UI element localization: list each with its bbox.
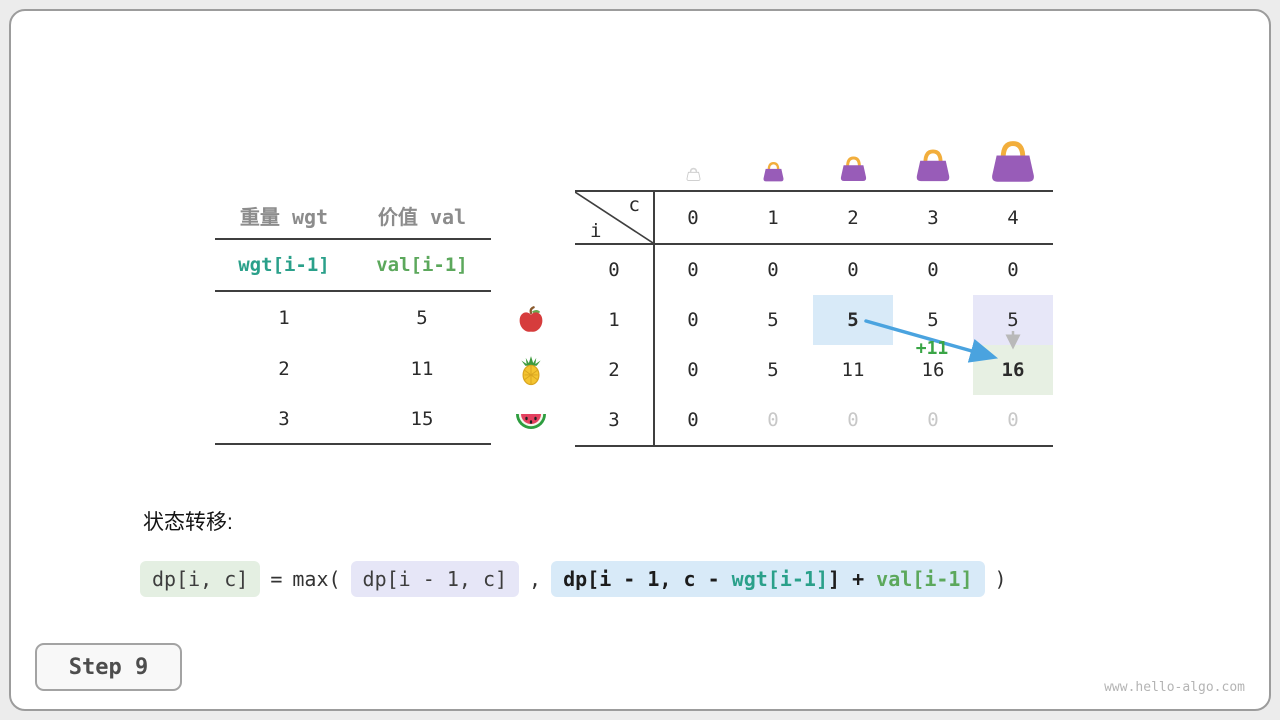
dp-cell: 11 — [841, 359, 865, 381]
dp-col-header: 4 — [1007, 206, 1019, 229]
formula-max-open: max( — [292, 567, 341, 591]
watermark: www.hello-algo.com — [1104, 680, 1245, 695]
wgt-var-label: wgt[i-1] — [238, 254, 330, 276]
dp-row: 3 0 0 0 0 0 — [575, 395, 1053, 445]
formula-arg2-wgt: wgt[i-1] — [731, 567, 828, 591]
formula-arg2: dp[i - 1, c - wgt[i-1]] + val[i-1] — [551, 561, 985, 597]
items-col-value-header: 价值 val — [377, 205, 467, 229]
dp-row-label: 3 — [608, 409, 620, 431]
item-value: 5 — [416, 306, 428, 329]
dp-cell: 0 — [847, 409, 859, 431]
dp-cell-source-highlight: 5 — [813, 295, 893, 345]
bag-icon-4 — [989, 139, 1037, 183]
formula-arg2-prefix: dp[i - 1, c - — [563, 567, 732, 591]
dp-cell-above-highlight: 5 — [973, 295, 1053, 345]
dp-table-body: 0 0 0 0 0 0 1 0 5 5 5 5 2 0 5 11 16 16 3… — [575, 245, 1053, 447]
formula-arg1: dp[i - 1, c] — [350, 561, 520, 597]
items-table-row: 1 5 — [215, 292, 491, 343]
dp-col-header: 0 — [687, 206, 699, 229]
val-var-label: val[i-1] — [376, 254, 468, 276]
item-value: 15 — [410, 407, 434, 430]
item-weight: 3 — [278, 407, 290, 430]
dp-col-header: 2 — [847, 206, 859, 229]
items-col-weight-header: 重量 wgt — [239, 205, 329, 229]
dp-col-header: 3 — [927, 206, 939, 229]
dp-col-header: 1 — [767, 206, 779, 229]
dp-cell: 5 — [767, 359, 779, 381]
dp-row: 2 0 5 11 16 16 — [575, 345, 1053, 395]
formula-arg2-middle: ] + — [828, 567, 877, 591]
items-table-row: 2 11 — [215, 343, 491, 394]
bag-icon-1 — [762, 161, 785, 182]
items-table-var-row: wgt[i-1] val[i-1] — [215, 240, 491, 292]
items-table-row: 3 15 — [215, 394, 491, 445]
dp-cell: 0 — [687, 409, 699, 431]
dp-row-label: 0 — [608, 259, 620, 281]
dp-cell: 0 — [687, 259, 699, 281]
item-weight: 1 — [278, 306, 290, 329]
formula-comma: , — [529, 567, 542, 591]
transition-formula: dp[i, c] = max( dp[i - 1, c] , dp[i - 1,… — [140, 561, 1007, 597]
item-weight: 2 — [278, 357, 290, 380]
items-table-header: 重量 wgt 价值 val — [215, 193, 491, 240]
items-table: 重量 wgt 价值 val wgt[i-1] val[i-1] 1 5 2 11… — [215, 193, 491, 445]
dp-cell: 0 — [1007, 259, 1019, 281]
dp-cell: 0 — [927, 259, 939, 281]
bag-icon-2 — [839, 155, 868, 182]
dp-cell: 0 — [847, 259, 859, 281]
dp-corner-cell: c i — [575, 192, 653, 243]
dp-cell: 0 — [687, 359, 699, 381]
apple-icon — [517, 306, 545, 334]
dp-cell: 0 — [687, 309, 699, 331]
dp-cell-current-highlight: 16 — [973, 345, 1053, 395]
watermelon-icon — [514, 407, 548, 435]
dp-cell: 16 — [921, 359, 945, 381]
dp-row-label: 2 — [608, 359, 620, 381]
bag-icon-empty — [686, 167, 701, 181]
bag-icon-3 — [914, 148, 952, 182]
dp-cell: 0 — [767, 409, 779, 431]
dp-cell: 0 — [927, 409, 939, 431]
pineapple-icon — [517, 356, 545, 386]
corner-col-var: c — [628, 194, 640, 216]
dp-cell: 5 — [767, 309, 779, 331]
transition-annotation: +11 — [915, 338, 949, 359]
dp-row: 0 0 0 0 0 0 — [575, 245, 1053, 295]
corner-row-var: i — [590, 220, 602, 242]
formula-lhs: dp[i, c] — [140, 561, 261, 597]
dp-row-label: 1 — [608, 309, 620, 331]
dp-cell: 0 — [1007, 409, 1019, 431]
item-value: 11 — [410, 357, 434, 380]
corner-diagonal-line — [575, 192, 653, 243]
formula-close-paren: ) — [994, 567, 1007, 591]
dp-row: 1 0 5 5 5 5 — [575, 295, 1053, 345]
step-indicator: Step 9 — [35, 643, 182, 691]
dp-cell: 0 — [767, 259, 779, 281]
transition-heading: 状态转移: — [143, 511, 233, 534]
dp-table-vertical-line — [653, 190, 655, 447]
dp-table-header: c i 0 1 2 3 4 — [575, 190, 1053, 245]
formula-equals: = — [270, 567, 283, 591]
formula-arg2-val: val[i-1] — [876, 567, 973, 591]
